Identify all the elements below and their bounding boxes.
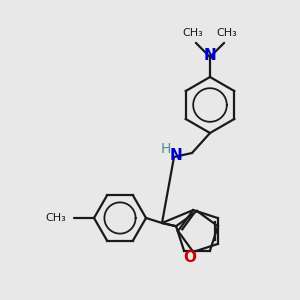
Text: CH₃: CH₃ <box>182 28 203 38</box>
Text: O: O <box>184 250 197 266</box>
Text: N: N <box>169 148 182 163</box>
Text: CH₃: CH₃ <box>217 28 238 38</box>
Text: N: N <box>204 49 216 64</box>
Text: CH₃: CH₃ <box>45 213 66 223</box>
Text: H: H <box>161 142 171 156</box>
